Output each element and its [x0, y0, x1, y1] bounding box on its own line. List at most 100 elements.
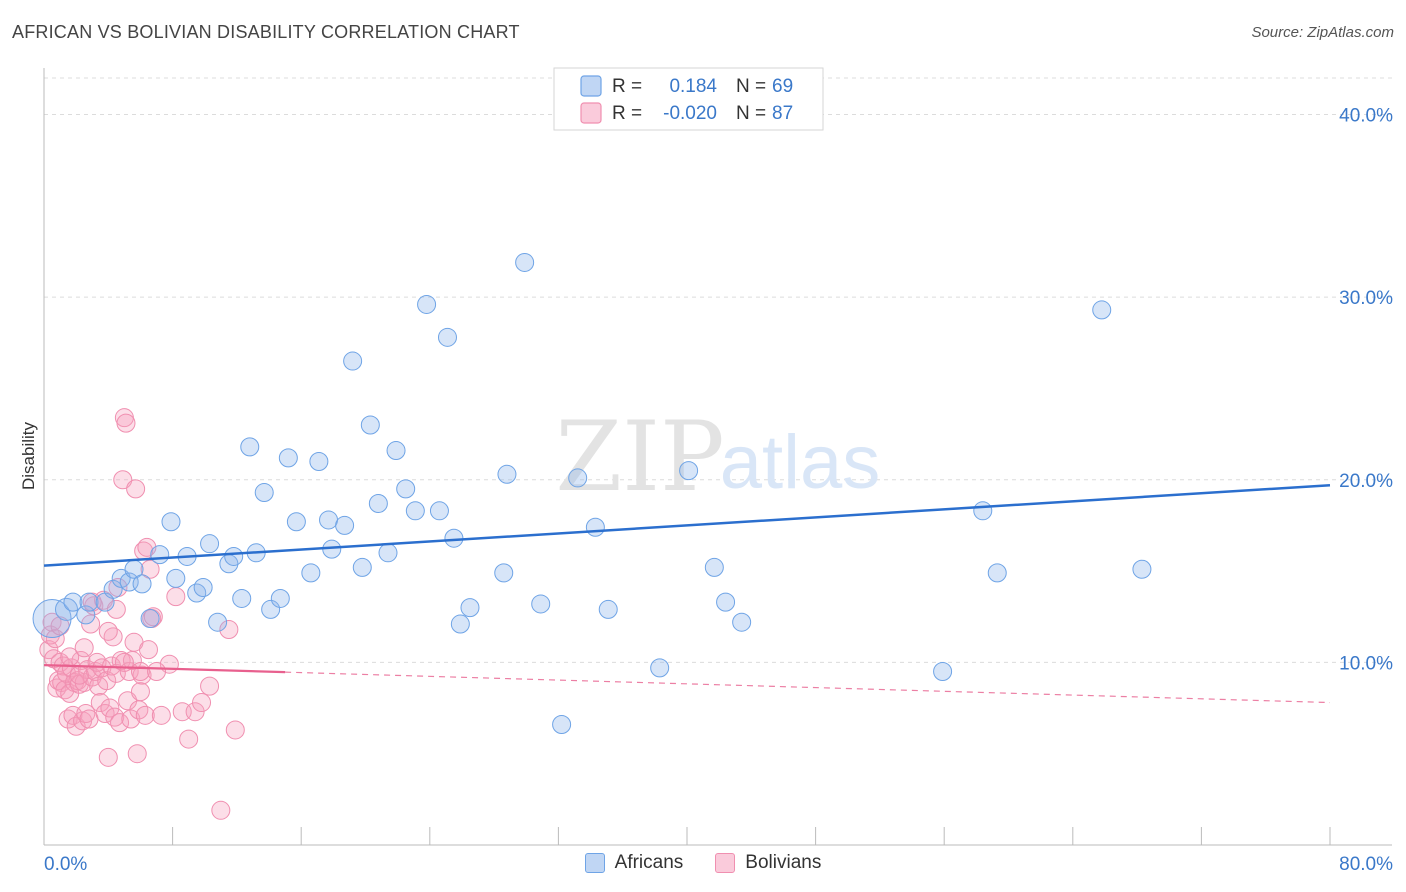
point-africans-21 — [224, 546, 244, 566]
point-africans-54 — [568, 468, 588, 488]
series-swatch-bolivians — [715, 853, 736, 873]
point-africans-63 — [973, 501, 993, 521]
legend-swatch-africans — [580, 75, 602, 97]
point-bolivians-63 — [140, 559, 160, 579]
point-bolivians-72 — [192, 693, 212, 713]
point-africans-59 — [704, 557, 724, 577]
point-africans-2 — [63, 592, 83, 612]
point-africans-46 — [444, 528, 464, 548]
point-africans-45 — [437, 327, 457, 347]
point-africans-64 — [987, 563, 1007, 583]
point-bolivians-73 — [200, 676, 220, 696]
trend-lines — [43, 483, 1331, 704]
legend-r-value-0: 0.184 — [669, 76, 717, 97]
point-africans-51 — [515, 252, 535, 272]
point-africans-36 — [352, 557, 372, 577]
legend-swatch-bolivians — [580, 102, 602, 124]
point-africans-34 — [335, 515, 355, 535]
point-bolivians-0 — [39, 640, 59, 660]
point-africans-41 — [396, 479, 416, 499]
point-africans-29 — [286, 512, 306, 532]
point-africans-58 — [679, 461, 699, 481]
point-africans-56 — [598, 599, 618, 619]
trend-line-bolivians-dashed — [285, 671, 1331, 704]
point-bolivians-44 — [110, 713, 130, 733]
legend: R = 0.184 N = 69 R = -0.020 N = 87 — [553, 67, 824, 131]
x-tick-label-0: 0.0% — [44, 854, 87, 875]
point-africans-32 — [319, 510, 339, 530]
point-africans-37 — [360, 415, 380, 435]
point-africans-16 — [187, 583, 207, 603]
point-africans-40 — [386, 441, 406, 461]
point-bolivians-70 — [179, 729, 199, 749]
point-bolivians-46 — [113, 470, 133, 490]
point-africans-23 — [240, 437, 260, 457]
y-tick-label-2: 30.0% — [1339, 288, 1393, 309]
point-bolivians-74 — [211, 800, 231, 820]
y-axis-label: Disability — [19, 421, 38, 490]
axes — [43, 68, 1392, 846]
legend-n-value-1: 87 — [772, 103, 793, 124]
legend-n-label-1: N = — [736, 103, 766, 124]
point-bolivians-75 — [219, 620, 239, 640]
series-label-bolivians: Bolivians — [745, 852, 822, 873]
y-tick-label-0: 10.0% — [1339, 653, 1393, 674]
point-bolivians-65 — [143, 607, 163, 627]
point-africans-42 — [405, 501, 425, 521]
point-bolivians-25 — [79, 709, 99, 729]
series-legend: Africans Bolivians — [0, 852, 1406, 874]
point-africans-17 — [193, 578, 213, 598]
point-africans-57 — [650, 658, 670, 678]
point-bolivians-26 — [81, 614, 101, 634]
point-africans-26 — [261, 599, 281, 619]
point-africans-31 — [309, 452, 329, 471]
point-africans-66 — [1132, 559, 1152, 579]
point-bolivians-66 — [151, 705, 171, 725]
point-bolivians-60 — [135, 705, 155, 725]
point-africans-30 — [301, 563, 321, 583]
point-africans-10 — [132, 574, 152, 594]
point-bolivians-76 — [225, 720, 245, 740]
source-label: Source: ZipAtlas.com — [1251, 24, 1394, 41]
point-africans-53 — [552, 714, 572, 734]
point-bolivians-23 — [76, 704, 96, 724]
point-bolivians-85 — [147, 662, 167, 682]
point-africans-52 — [531, 594, 551, 614]
point-bolivians-4 — [45, 629, 65, 649]
point-africans-47 — [450, 614, 470, 634]
point-africans-25 — [254, 483, 274, 503]
point-bolivians-82 — [130, 662, 150, 682]
y-tick-label-1: 20.0% — [1339, 471, 1393, 492]
point-bolivians-32 — [90, 693, 110, 713]
y-tick-labels: 10.0% 20.0% 30.0% 40.0% — [1339, 106, 1393, 675]
legend-r-value-1: -0.020 — [663, 103, 717, 124]
point-africans-19 — [208, 612, 228, 632]
watermark-atlas: atlas — [720, 420, 881, 505]
point-africans-43 — [417, 294, 437, 314]
x-tick-labels: 0.0% 80.0% — [44, 854, 1393, 875]
point-bolivians-38 — [100, 698, 120, 718]
point-africans-62 — [933, 662, 953, 682]
point-bolivians-7 — [50, 652, 70, 672]
point-africans-48 — [460, 598, 480, 618]
point-africans-50 — [497, 464, 517, 484]
point-africans-35 — [343, 351, 363, 371]
point-africans-14 — [166, 568, 186, 588]
point-bolivians-62 — [138, 640, 158, 660]
point-africans-11 — [140, 609, 160, 629]
series-label-africans: Africans — [614, 852, 684, 873]
point-bolivians-3 — [44, 649, 64, 669]
point-bolivians-48 — [116, 413, 136, 433]
point-africans-28 — [278, 448, 298, 468]
point-bolivians-68 — [166, 587, 186, 607]
watermark: ZIP atlas — [555, 401, 880, 513]
point-africans-44 — [429, 501, 449, 521]
point-africans-4 — [79, 592, 99, 612]
point-bolivians-78 — [69, 665, 89, 685]
legend-n-label-0: N = — [736, 76, 766, 97]
watermark-zip: ZIP — [555, 401, 724, 513]
point-bolivians-37 — [98, 747, 118, 767]
point-africans-38 — [368, 494, 388, 514]
point-africans-3 — [76, 605, 96, 625]
